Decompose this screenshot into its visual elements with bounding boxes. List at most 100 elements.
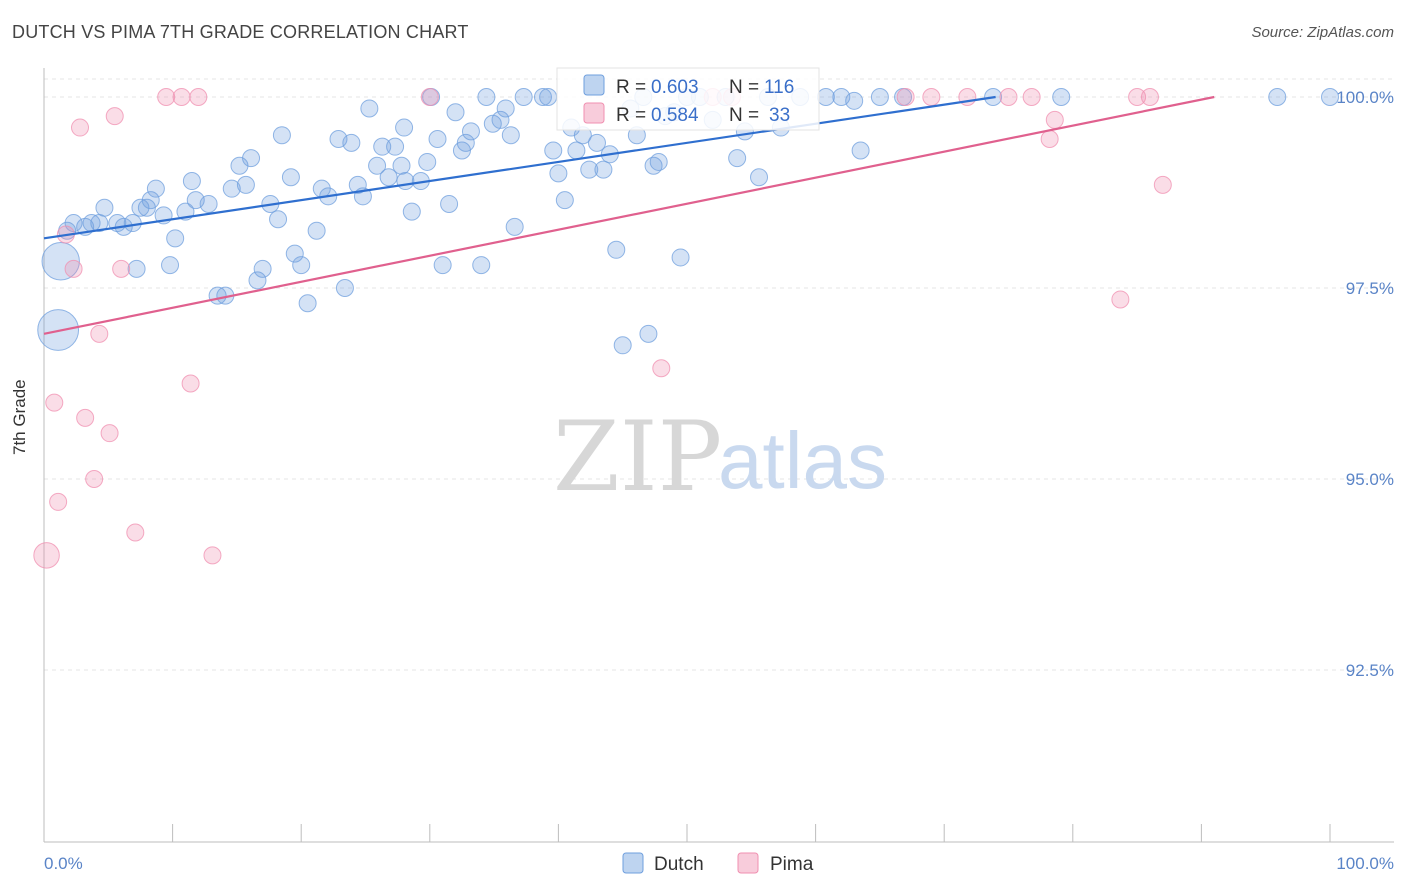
- point-dutch: [491, 110, 510, 129]
- point-dutch: [373, 137, 392, 156]
- point-dutch: [607, 240, 626, 259]
- watermark: ZIP atlas: [553, 401, 887, 513]
- point-dutch: [816, 88, 835, 106]
- point-dutch: [613, 336, 632, 355]
- point-dutch: [505, 217, 524, 236]
- watermark-zip: ZIP: [553, 401, 722, 513]
- stats-legend-dutch-swatch: [583, 74, 605, 96]
- point-dutch: [242, 149, 261, 168]
- point-dutch: [166, 229, 185, 248]
- point-pima: [203, 546, 222, 565]
- legend-dutch-label[interactable]: Dutch: [654, 854, 704, 875]
- point-pima: [64, 259, 83, 278]
- point-pima: [100, 424, 119, 443]
- point-pima: [49, 492, 68, 511]
- stats-pima-r-value: 0.584: [651, 105, 699, 126]
- legend-dutch-swatch[interactable]: [622, 852, 644, 874]
- point-dutch: [123, 214, 142, 233]
- point-dutch: [549, 164, 568, 183]
- stats-legend-box: [556, 67, 820, 131]
- point-dutch: [456, 133, 475, 152]
- point-dutch: [1321, 88, 1339, 106]
- stats-legend-pima-swatch: [583, 102, 605, 124]
- point-pima: [1140, 88, 1159, 106]
- point-pima: [33, 542, 60, 569]
- stats-dutch-r-value: 0.603: [651, 77, 699, 98]
- point-pima: [157, 88, 176, 106]
- point-pima: [922, 88, 941, 106]
- point-dutch: [307, 221, 326, 240]
- point-pima: [90, 324, 109, 343]
- point-pima: [1128, 88, 1147, 106]
- point-pima: [126, 523, 145, 542]
- point-dutch: [272, 126, 291, 145]
- chart-title: DUTCH VS PIMA 7TH GRADE CORRELATION CHAR…: [12, 22, 469, 42]
- axes-layer: 100.0% 97.5% 95.0% 92.5% 0.0% 100.0%: [43, 68, 1394, 873]
- point-dutch: [248, 271, 267, 290]
- stats-pima-n-value: 33: [769, 105, 790, 126]
- trend-line-pima: [43, 95, 1215, 335]
- point-dutch: [127, 259, 146, 278]
- point-dutch: [281, 168, 300, 187]
- point-dutch: [285, 244, 304, 263]
- point-dutch: [539, 88, 558, 106]
- point-pima: [76, 408, 95, 427]
- point-dutch: [555, 191, 574, 210]
- point-dutch: [161, 256, 180, 275]
- point-pima: [652, 359, 671, 378]
- point-pima: [1045, 110, 1064, 129]
- point-pima: [172, 88, 191, 106]
- stats-legend: R = 0.603 N = 116 R = 0.584 N = 33: [556, 67, 820, 131]
- point-dutch: [418, 152, 437, 171]
- x-tick-label-max: 100.0%: [1336, 854, 1394, 873]
- stats-dutch-n-label: N =: [729, 77, 759, 98]
- y-tick-label: 97.5%: [1346, 279, 1394, 298]
- y-tick-label: 100.0%: [1336, 88, 1394, 107]
- point-dutch: [392, 156, 411, 175]
- watermark-atlas: atlas: [718, 416, 887, 505]
- point-pima: [85, 470, 104, 488]
- point-dutch: [533, 88, 552, 106]
- point-dutch: [461, 122, 480, 141]
- point-dutch: [594, 160, 613, 179]
- point-dutch: [335, 279, 354, 297]
- point-dutch: [501, 126, 520, 145]
- stats-dutch-n-value: 116: [764, 77, 794, 98]
- point-dutch: [649, 152, 668, 171]
- point-dutch: [1052, 88, 1071, 106]
- point-dutch: [368, 156, 387, 175]
- point-dutch: [396, 172, 415, 191]
- point-dutch: [433, 256, 452, 275]
- point-dutch: [750, 168, 769, 187]
- point-dutch: [360, 99, 379, 118]
- point-pima: [1153, 175, 1172, 194]
- point-pima: [420, 88, 439, 106]
- point-pima: [112, 259, 131, 278]
- point-dutch: [580, 160, 599, 179]
- point-dutch: [514, 88, 533, 106]
- point-dutch: [348, 175, 367, 194]
- y-tick-label: 95.0%: [1346, 470, 1394, 489]
- point-dutch: [440, 194, 459, 213]
- point-dutch: [496, 99, 515, 118]
- series-dutch-points: [37, 88, 1339, 355]
- bottom-legend: Dutch Pima: [622, 852, 814, 875]
- point-pima: [896, 88, 915, 106]
- point-dutch: [639, 324, 658, 343]
- trend-line-dutch: [43, 95, 996, 240]
- point-dutch: [870, 88, 889, 106]
- point-pima: [1111, 290, 1130, 309]
- point-dutch: [386, 137, 405, 156]
- point-dutch: [544, 141, 563, 160]
- stats-pima-r-label: R =: [616, 105, 646, 126]
- point-pima: [1022, 88, 1041, 106]
- point-dutch: [587, 133, 606, 152]
- legend-pima-label[interactable]: Pima: [770, 854, 814, 875]
- point-dutch: [182, 172, 201, 191]
- point-dutch: [851, 141, 870, 160]
- point-dutch: [845, 91, 864, 110]
- legend-pima-swatch[interactable]: [737, 852, 759, 874]
- trend-lines: [43, 95, 1215, 335]
